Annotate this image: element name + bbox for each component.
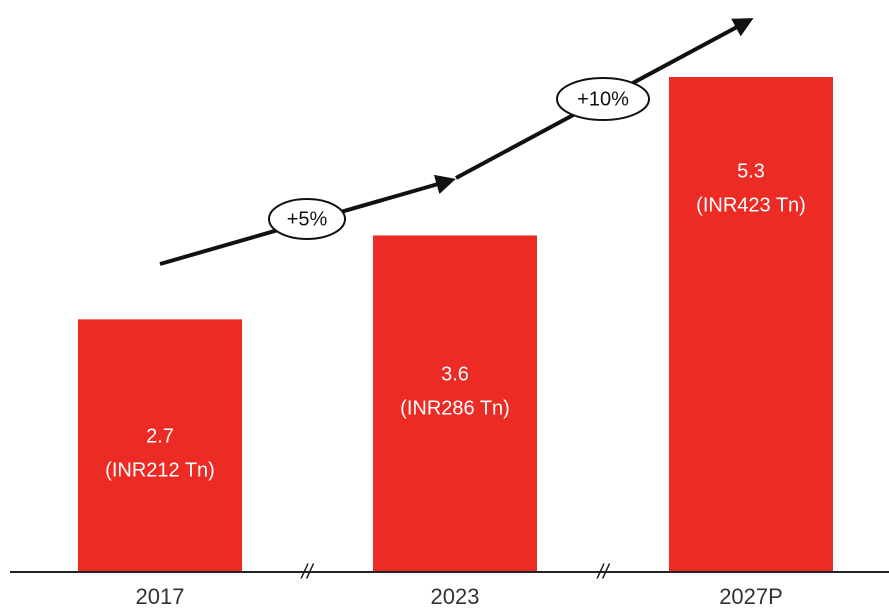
bar [78,319,242,571]
annotation: +10% [577,88,629,110]
value-sublabel: (INR286 Tn) [400,397,510,419]
value-label: 5.3 [737,160,765,182]
value-label: 3.6 [441,363,469,385]
annotation-bubble [268,198,346,240]
x-tick-label: 2027P [719,584,783,609]
bar [373,235,537,572]
x-tick-label: 2023 [431,584,480,609]
x-tick-label: 2017 [136,584,185,609]
value-sublabel: (INR212 Tn) [105,459,215,481]
value-sublabel: (INR423 Tn) [696,194,806,216]
axis-break: // [299,561,315,583]
annotation: +5% [287,208,328,230]
annotation-bubble [556,77,650,121]
bar [669,77,833,571]
value-label: 2.7 [146,425,174,447]
axis-break: // [595,561,611,583]
